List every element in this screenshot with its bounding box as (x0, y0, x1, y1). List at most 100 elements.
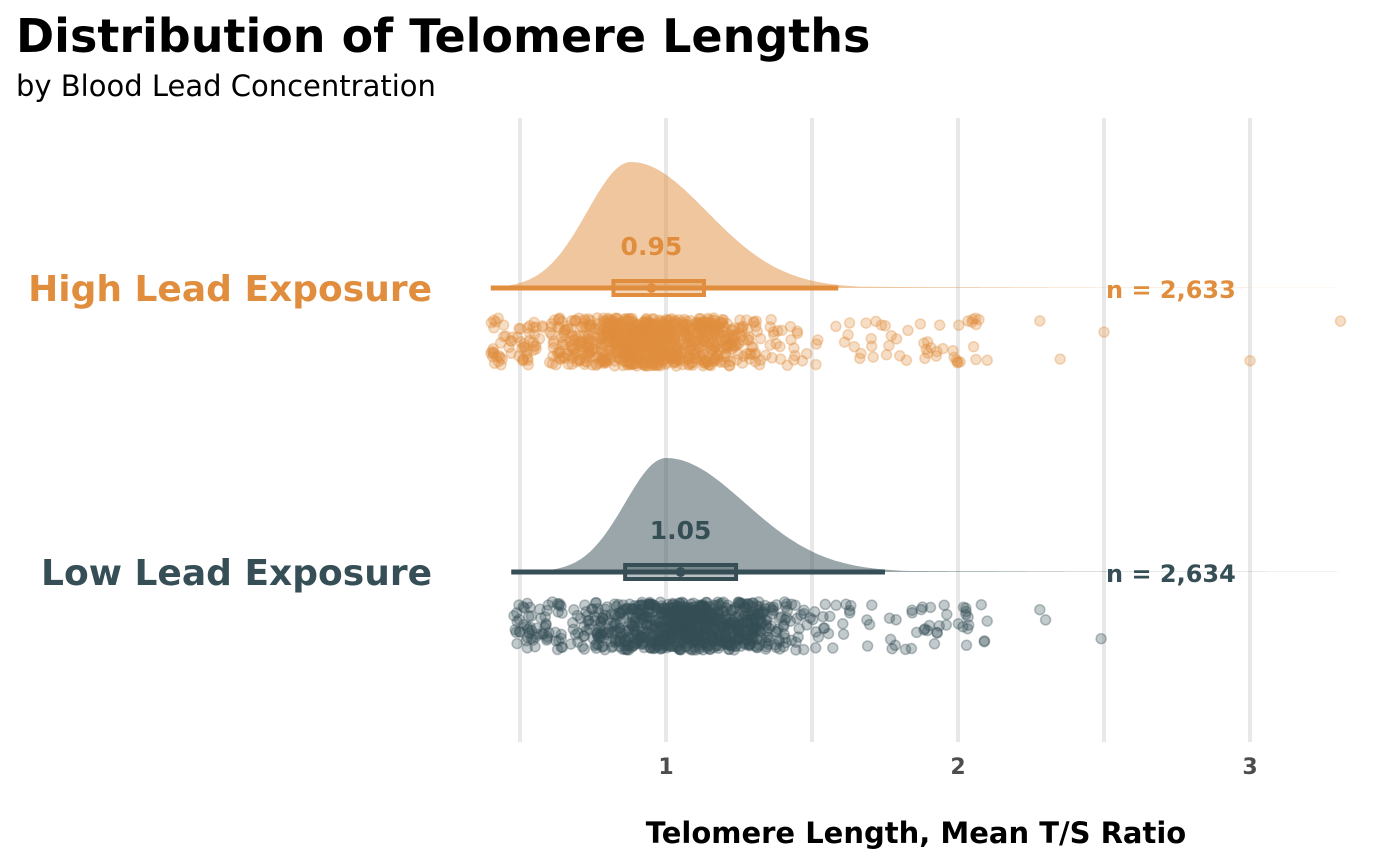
data-point (854, 352, 866, 365)
data-point (728, 637, 741, 650)
data-point (711, 639, 723, 652)
data-point (598, 355, 610, 368)
data-point (738, 637, 750, 650)
data-point (647, 326, 659, 338)
data-point (696, 354, 709, 366)
data-point (636, 607, 648, 620)
data-point (689, 635, 701, 648)
data-point (593, 621, 606, 634)
data-point (697, 319, 709, 332)
data-point (827, 642, 839, 654)
data-point (622, 335, 635, 348)
data-point (610, 312, 623, 325)
data-point (671, 618, 684, 631)
data-point (513, 322, 525, 335)
data-point (711, 338, 723, 351)
data-point (683, 324, 696, 336)
data-point (701, 355, 713, 367)
data-point (691, 337, 704, 350)
data-point (733, 327, 746, 340)
data-point (759, 636, 772, 649)
data-point (636, 329, 649, 342)
data-point (709, 342, 721, 354)
data-point (683, 632, 695, 645)
data-point (716, 621, 729, 633)
data-point (651, 604, 663, 616)
data-point (582, 318, 595, 331)
data-point (584, 351, 596, 363)
data-point (750, 320, 762, 333)
data-point (660, 332, 672, 345)
data-point (638, 631, 650, 643)
data-point (520, 345, 533, 357)
data-point (780, 636, 792, 649)
data-point (682, 353, 694, 366)
data-point (975, 598, 988, 611)
data-point (551, 321, 564, 333)
data-point (671, 618, 683, 630)
data-point (584, 314, 597, 327)
data-point (628, 620, 640, 633)
data-point (657, 353, 670, 366)
data-point (691, 634, 703, 646)
data-point (604, 313, 617, 326)
data-point (707, 599, 720, 611)
data-point (790, 644, 802, 656)
data-point (620, 313, 632, 326)
outlier-point (1098, 326, 1110, 338)
data-point (764, 321, 776, 333)
data-point (524, 621, 536, 633)
data-point (713, 609, 726, 622)
data-point (598, 353, 611, 365)
data-point (629, 342, 642, 354)
data-point (621, 325, 633, 338)
data-point (880, 349, 893, 361)
data-point (608, 598, 621, 610)
data-point (593, 332, 606, 344)
data-point (697, 339, 709, 351)
data-point (744, 618, 757, 630)
data-point (675, 620, 688, 632)
data-point (723, 643, 735, 656)
data-point (566, 344, 579, 357)
data-point (658, 325, 671, 337)
data-point (691, 334, 703, 347)
data-point (775, 611, 788, 623)
data-point (682, 325, 695, 338)
data-point (696, 624, 709, 637)
data-point (589, 597, 602, 609)
data-point (494, 337, 507, 349)
data-point (629, 616, 641, 629)
data-point (688, 343, 701, 355)
data-point (960, 639, 973, 652)
data-point (609, 319, 621, 331)
data-point (640, 313, 652, 326)
data-point (600, 326, 613, 339)
data-point (702, 617, 715, 629)
data-point (701, 640, 714, 652)
data-point (744, 635, 756, 647)
data-point (684, 633, 696, 645)
data-point (753, 596, 765, 608)
data-point (496, 353, 508, 365)
data-point (623, 320, 636, 333)
data-point (673, 321, 686, 334)
data-point (611, 320, 624, 333)
data-point (776, 324, 788, 337)
data-point (581, 348, 594, 360)
data-point (709, 627, 722, 639)
data-point (640, 312, 653, 325)
data-point (658, 320, 670, 332)
data-point (702, 358, 715, 371)
data-point (521, 352, 534, 364)
data-point (655, 333, 667, 346)
data-point (661, 332, 674, 345)
data-point (563, 349, 575, 361)
data-point (604, 330, 617, 343)
data-point (612, 336, 624, 348)
data-point (705, 359, 717, 372)
data-point (658, 606, 671, 618)
data-point (683, 358, 696, 370)
data-point (515, 336, 527, 348)
data-point (605, 326, 617, 338)
